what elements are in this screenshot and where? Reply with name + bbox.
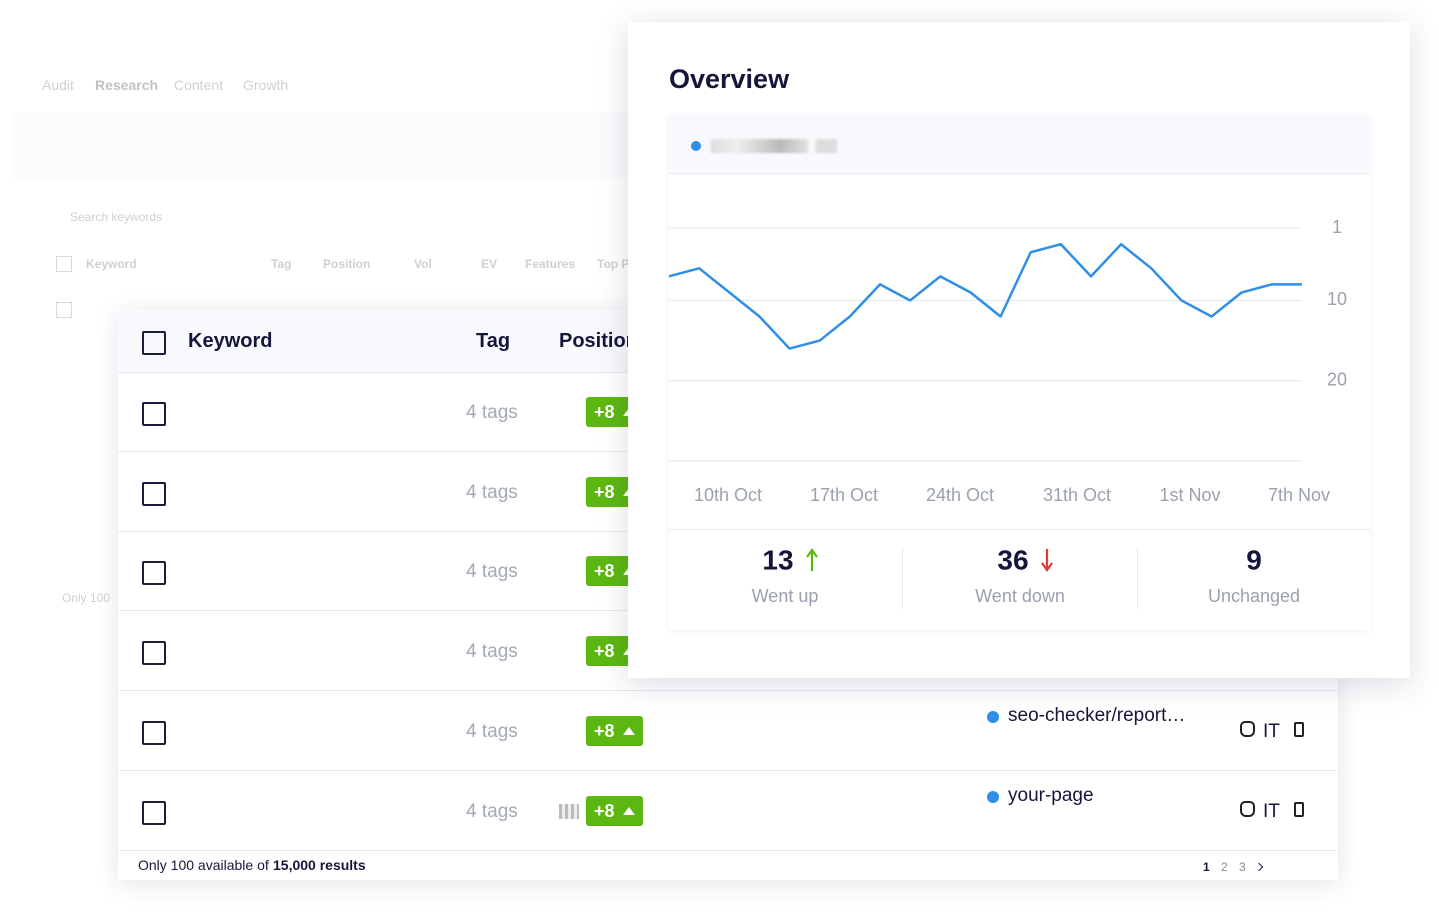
column-header: Position bbox=[559, 330, 638, 352]
search: Search keywords bbox=[70, 210, 163, 224]
y-tick-label: 10 bbox=[1327, 289, 1347, 309]
x-tick-label: 24th Oct bbox=[926, 485, 994, 505]
change-value: +8 bbox=[594, 800, 615, 821]
page-link[interactable]: 3 bbox=[1239, 860, 1246, 874]
bg-column: Vol bbox=[414, 257, 432, 271]
blur-icon bbox=[559, 803, 579, 819]
divider bbox=[902, 547, 903, 609]
x-tick-label: 7th Nov bbox=[1268, 485, 1330, 505]
row-divider bbox=[118, 769, 1338, 771]
stat-value: 13 bbox=[762, 544, 793, 575]
change-value: +8 bbox=[594, 402, 615, 422]
tag-count: 4 tags bbox=[466, 481, 518, 503]
bg-check bbox=[56, 256, 72, 272]
row-divider bbox=[118, 849, 1338, 851]
checkbox[interactable] bbox=[142, 641, 166, 666]
y-tick-label: 20 bbox=[1327, 369, 1347, 389]
nav-tab: Content bbox=[174, 77, 224, 93]
change-value: +8 bbox=[594, 561, 615, 582]
page-link[interactable]: 1 bbox=[1203, 860, 1210, 874]
checkbox[interactable] bbox=[142, 402, 166, 426]
stat-label: Unchanged bbox=[1208, 586, 1300, 606]
device-icon bbox=[1294, 801, 1304, 817]
stat-value: 9 bbox=[1246, 544, 1262, 575]
up-triangle bbox=[623, 806, 635, 815]
tag-count: 4 tags bbox=[466, 720, 518, 742]
amazon-icon bbox=[1240, 720, 1255, 737]
change-value: +8 bbox=[594, 720, 615, 741]
overview-card: Overview bbox=[628, 22, 1410, 678]
url-dot bbox=[987, 710, 999, 723]
tag-count: 4 tags bbox=[466, 561, 518, 583]
page-link[interactable]: 2 bbox=[1221, 860, 1228, 874]
x-tick-label: 1st Nov bbox=[1159, 485, 1220, 505]
x-tick-label: 17th Oct bbox=[810, 485, 878, 505]
legend-blur bbox=[711, 139, 837, 153]
nav-tab: Research bbox=[95, 77, 159, 93]
series-line bbox=[668, 242, 1302, 350]
change-badge: +8 bbox=[586, 715, 643, 746]
url-dot bbox=[987, 790, 999, 803]
row-divider bbox=[118, 690, 1338, 692]
footer-total: 15,000 results bbox=[273, 857, 366, 873]
change-badge: +8 bbox=[586, 795, 643, 826]
bg-column: Position bbox=[323, 257, 371, 271]
bg-footer: Only 100 bbox=[62, 591, 111, 605]
bg-bar bbox=[12, 112, 632, 178]
url: your-page bbox=[1008, 784, 1094, 806]
tag-count: 4 tags bbox=[466, 402, 518, 423]
change-value: +8 bbox=[594, 641, 615, 662]
up-triangle bbox=[623, 726, 635, 735]
legend-dot bbox=[691, 141, 701, 151]
project-type: Website bbox=[182, 150, 222, 162]
tag-count: 4 tags bbox=[466, 800, 518, 822]
column-header: Keyword bbox=[188, 330, 273, 352]
device-icon bbox=[1294, 721, 1304, 737]
y-tick-label: 1 bbox=[1332, 217, 1342, 237]
url: seo-checker/report… bbox=[1008, 704, 1186, 726]
up-arrow bbox=[806, 548, 818, 571]
column-header: Tag bbox=[476, 330, 511, 352]
amazon-icon bbox=[1240, 800, 1255, 817]
overview-title: Overview bbox=[669, 64, 790, 94]
divider bbox=[669, 529, 1370, 530]
x-tick-label: 31th Oct bbox=[1043, 485, 1111, 505]
divider bbox=[1137, 547, 1138, 609]
engine: Google (IT), tablet bbox=[449, 137, 562, 153]
bg-column: Top P bbox=[597, 257, 630, 271]
bg-column: Tag bbox=[271, 257, 292, 271]
bg-column: Features bbox=[525, 257, 576, 271]
down-arrow bbox=[1041, 549, 1053, 572]
stat-label: Went down bbox=[975, 586, 1065, 606]
chart-panel bbox=[669, 115, 1370, 630]
checkbox[interactable] bbox=[142, 481, 166, 506]
country: IT bbox=[1263, 800, 1280, 822]
country: IT bbox=[1263, 720, 1280, 742]
tag-count: 4 tags bbox=[466, 641, 518, 663]
bg-check bbox=[56, 302, 72, 318]
project-name: Seotesteronline bbox=[166, 128, 263, 144]
change-value: +8 bbox=[594, 481, 615, 502]
nav-tab: Growth bbox=[243, 77, 289, 93]
stat-label: Went up bbox=[752, 586, 819, 606]
bg-column: Keyword bbox=[86, 257, 137, 271]
stat-value: 36 bbox=[997, 544, 1028, 575]
x-tick-label: 10th Oct bbox=[694, 485, 762, 505]
nav-tab: Audit bbox=[42, 77, 74, 93]
checkbox[interactable] bbox=[142, 800, 166, 825]
checkbox[interactable] bbox=[142, 331, 166, 355]
checkbox[interactable] bbox=[142, 720, 166, 745]
bg-column: EV bbox=[481, 257, 498, 271]
checkbox[interactable] bbox=[142, 561, 166, 586]
footer-prefix: Only 100 available of bbox=[138, 857, 269, 873]
